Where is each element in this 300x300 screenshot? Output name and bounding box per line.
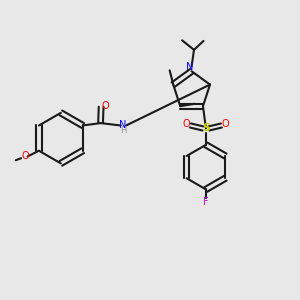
Text: O: O [102, 100, 110, 111]
Text: S: S [202, 124, 210, 134]
Text: H: H [120, 126, 126, 135]
Text: O: O [222, 119, 230, 129]
Text: N: N [185, 62, 193, 72]
Text: O: O [22, 151, 29, 161]
Text: F: F [203, 197, 209, 207]
Text: N: N [119, 120, 127, 130]
Text: O: O [182, 119, 190, 129]
